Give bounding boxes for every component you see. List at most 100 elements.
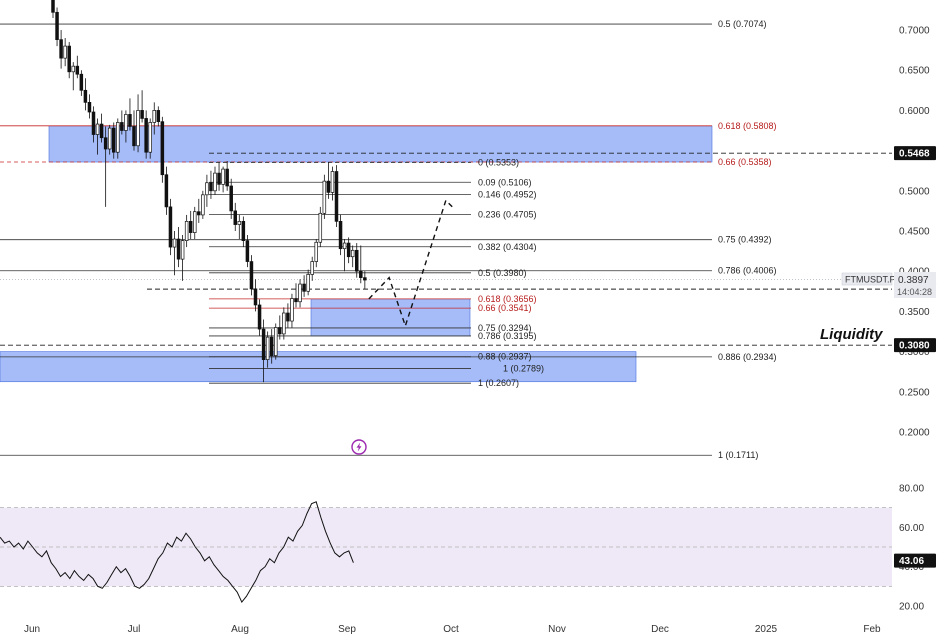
projection-layer	[368, 199, 455, 329]
candle-body-22	[140, 110, 144, 119]
candle-body-33	[184, 221, 189, 241]
candle-35	[193, 206, 197, 240]
candle-body-0	[51, 0, 55, 13]
candle-body-35	[193, 211, 197, 233]
lightning-icon[interactable]	[351, 439, 367, 455]
candle-body-26	[156, 110, 161, 123]
time-tick-1: Jul	[128, 624, 141, 635]
candle-26	[156, 106, 161, 127]
fib-left-label-4: 0.382 (0.4304)	[478, 242, 537, 252]
price-tag-box-2	[894, 338, 936, 353]
candle-body-36	[197, 211, 201, 216]
candle-5	[71, 62, 75, 91]
candle-56	[278, 315, 282, 340]
candle-48	[245, 235, 250, 268]
candle-body-5	[71, 65, 75, 73]
candle-body-29	[168, 206, 173, 248]
candle-body-15	[111, 127, 116, 153]
candle-37	[201, 190, 205, 219]
candle-body-61	[298, 283, 302, 303]
rsi-panel: 80.00 60.00 40.00 20.00 43.06	[0, 484, 936, 613]
candle-body-75	[355, 249, 359, 272]
candle-21	[136, 94, 140, 153]
candle-11	[95, 118, 100, 155]
candle-54	[269, 329, 274, 364]
candle-body-21	[136, 110, 140, 147]
candle-3	[63, 38, 67, 67]
candle-body-52	[261, 328, 266, 360]
price-tag-box-0	[894, 146, 936, 161]
candle-9	[87, 94, 92, 119]
time-tick-5: Nov	[548, 624, 566, 635]
rsi-current-label: 43.06	[899, 556, 924, 567]
candle-7	[79, 70, 84, 96]
candle-60	[294, 283, 298, 308]
candle-46	[237, 214, 242, 240]
fib-left-label-5: 0.5 (0.3980)	[478, 268, 527, 278]
candle-52	[261, 319, 266, 383]
candle-55	[274, 323, 278, 360]
candle-body-37	[201, 194, 205, 216]
candle-body-16	[116, 122, 120, 153]
candle-body-23	[144, 118, 148, 153]
time-tick-8: Feb	[863, 624, 881, 635]
candle-body-18	[124, 114, 128, 131]
candle-13	[103, 126, 108, 207]
candle-body-59	[290, 298, 294, 322]
candle-body-76	[359, 270, 363, 278]
candle-29	[168, 198, 173, 256]
symbol-price: 0.3897	[898, 275, 929, 286]
candle-64	[310, 256, 314, 281]
candle-body-6	[75, 65, 80, 75]
rsi-tick-2: 40.00	[899, 562, 924, 573]
candle-body-42	[221, 168, 225, 185]
candle-body-28	[164, 174, 169, 208]
rsi-tick-1: 60.00	[899, 523, 924, 534]
price-tag-label-2: 0.3080	[899, 341, 930, 352]
candle-63	[306, 269, 310, 296]
candle-33	[184, 214, 189, 248]
candle-body-13	[103, 137, 108, 150]
candle-68	[326, 161, 331, 199]
projection-path	[368, 199, 455, 329]
candle-51	[257, 299, 262, 336]
fib-left-label-0: 0 (0.5353)	[478, 157, 519, 167]
candle-body-73	[346, 242, 351, 258]
candle-66	[318, 206, 323, 248]
candle-body-65	[314, 241, 319, 262]
candle-27	[160, 116, 165, 183]
candle-body-12	[99, 123, 104, 139]
candle-45	[233, 202, 238, 231]
candle-body-14	[107, 127, 112, 150]
candle-6	[75, 55, 80, 79]
candle-19	[128, 98, 132, 131]
price-tick-8: 0.3000	[899, 347, 930, 358]
candle-28	[164, 166, 169, 215]
fib-left-label-1: 0.09 (0.5106)	[478, 177, 532, 187]
candle-57	[282, 307, 286, 340]
candle-body-54	[269, 336, 274, 356]
candle-body-51	[257, 304, 262, 330]
candle-76	[359, 245, 363, 284]
candle-body-71	[338, 221, 343, 250]
candle-body-3	[63, 45, 67, 59]
candle-body-62	[302, 283, 306, 292]
candle-0	[51, 0, 55, 18]
candle-body-58	[286, 312, 290, 322]
candle-8	[83, 78, 88, 111]
candle-body-44	[229, 185, 233, 212]
candle-body-8	[83, 89, 88, 103]
candle-32	[180, 235, 185, 281]
candle-body-49	[249, 261, 254, 290]
fib-lines-layer: 0.5 (0.7074) 0.618 (0.5808) 0.66 (0.5358) 0…	[0, 19, 892, 460]
symbol-tag[interactable]: FTMUSDT.P 0.3897 14:04:28	[841, 272, 936, 298]
candle-23	[144, 110, 148, 159]
candle-body-10	[91, 111, 96, 135]
candle-61	[298, 279, 302, 308]
zone-0	[48, 125, 713, 163]
time-axis: Jun Jul Aug Sep Oct Nov Dec 2025 Feb	[24, 624, 881, 635]
price-tick-1: 0.6500	[899, 66, 930, 77]
candle-body-25	[152, 110, 157, 123]
candle-body-69	[330, 171, 335, 193]
candle-31	[176, 226, 181, 268]
